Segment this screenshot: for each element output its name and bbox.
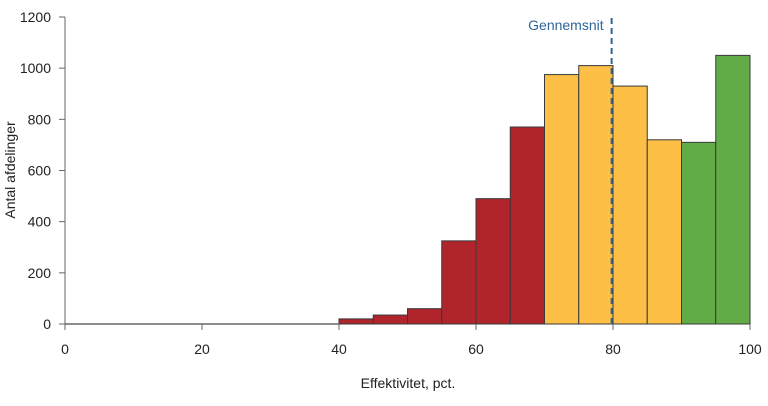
x-tick-label: 80 xyxy=(605,341,621,357)
histogram-bar xyxy=(475,198,511,325)
x-axis: 0 20 40 60 80 100 xyxy=(61,324,762,357)
y-axis: 0 200 400 600 800 1000 1200 xyxy=(20,9,66,332)
average-line: Gennemsnit xyxy=(528,17,613,324)
y-tick-label: 800 xyxy=(28,111,52,127)
y-tick-label: 600 xyxy=(28,163,52,179)
histogram-bar xyxy=(681,141,717,325)
y-tick-label: 400 xyxy=(28,214,52,230)
y-tick-label: 1200 xyxy=(20,9,51,25)
histogram-bar xyxy=(544,74,580,325)
x-axis-title: Effektivitet, pct. xyxy=(361,375,456,391)
histogram-bar xyxy=(612,85,648,325)
x-tick-label: 20 xyxy=(194,341,210,357)
histogram-bar xyxy=(441,240,477,325)
histogram-bar xyxy=(407,308,443,325)
y-tick-label: 1000 xyxy=(20,60,51,76)
x-tick-label: 60 xyxy=(468,341,484,357)
x-tick-label: 0 xyxy=(61,341,69,357)
average-label: Gennemsnit xyxy=(528,17,604,33)
histogram-bar xyxy=(578,65,614,325)
y-tick-label: 0 xyxy=(43,316,51,332)
x-tick-label: 100 xyxy=(738,341,762,357)
histogram-bar xyxy=(338,318,374,325)
bars-group xyxy=(338,54,751,325)
y-axis-title: Antal afdelinger xyxy=(2,121,18,219)
y-tick-label: 200 xyxy=(28,265,52,281)
histogram-bar xyxy=(509,126,545,325)
histogram-bar xyxy=(715,54,751,325)
histogram-bar xyxy=(372,314,408,325)
x-tick-label: 40 xyxy=(331,341,347,357)
histogram-bar xyxy=(646,139,682,325)
